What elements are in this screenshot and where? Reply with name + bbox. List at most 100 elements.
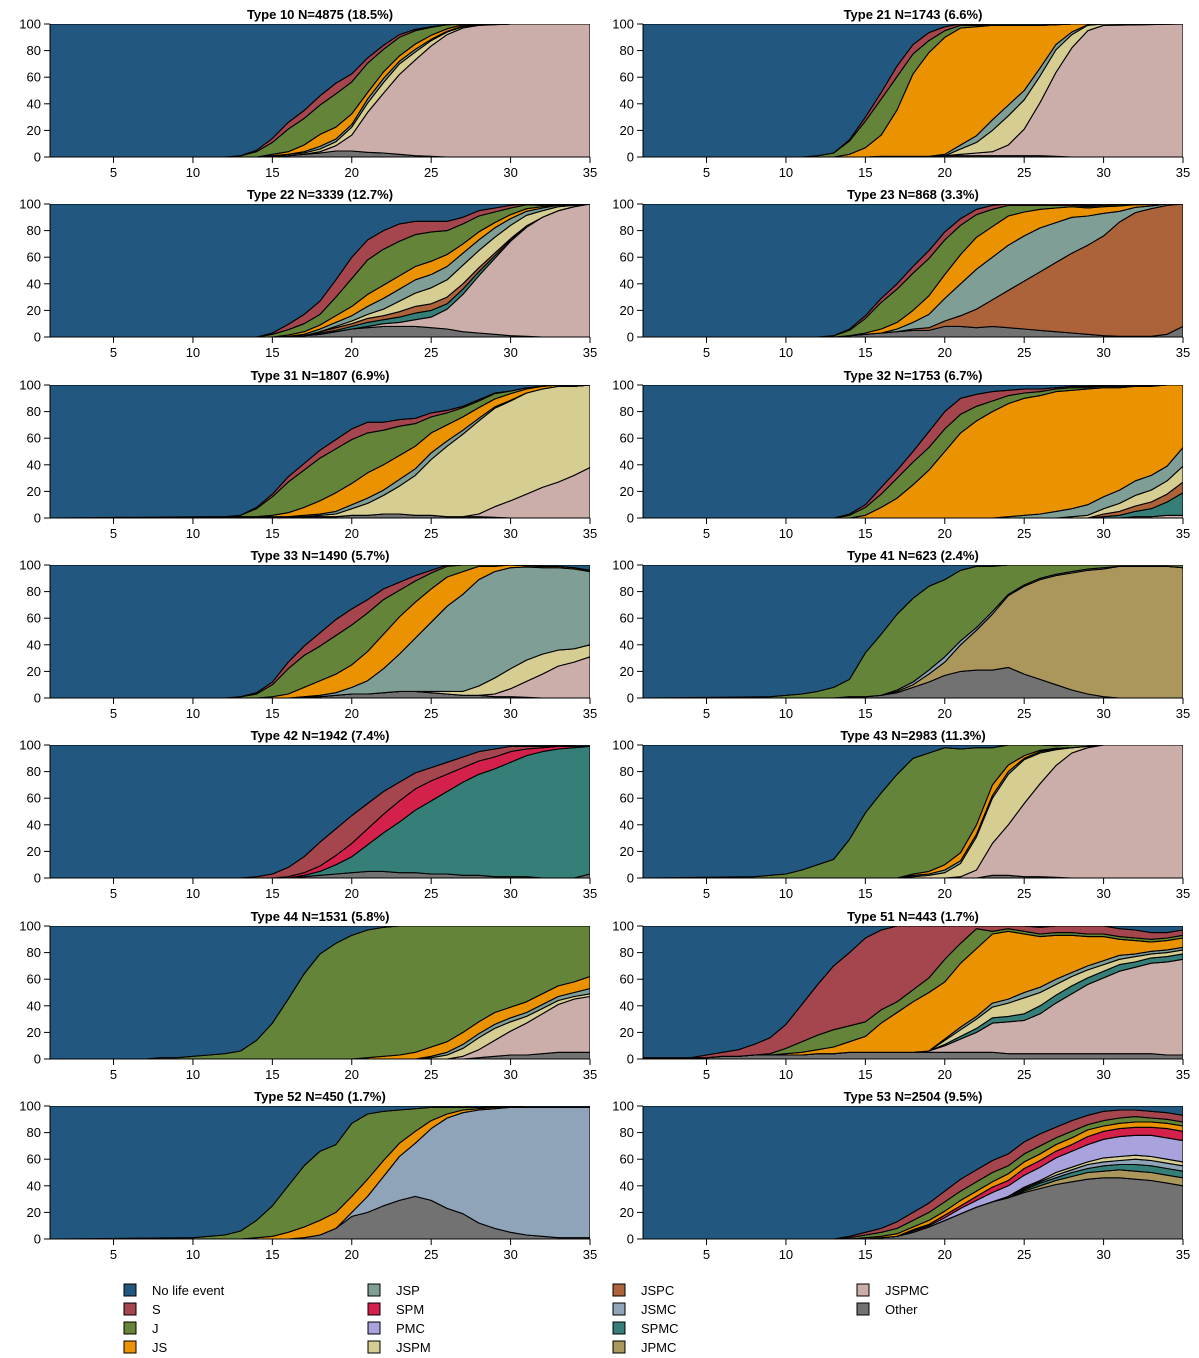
y-tick-label: 40	[27, 637, 41, 652]
x-tick-label: 20	[938, 526, 952, 541]
y-tick-label: 40	[27, 1178, 41, 1193]
x-tick-label: 35	[1176, 1247, 1190, 1262]
area-layers	[50, 385, 590, 518]
x-tick-label: 15	[858, 345, 872, 360]
y-tick-label: 60	[27, 250, 41, 265]
x-tick-label: 25	[1017, 165, 1031, 180]
panel-title: Type 22 N=3339 (12.7%)	[247, 187, 393, 202]
y-tick-label: 20	[620, 123, 634, 138]
y-tick-label: 40	[620, 637, 634, 652]
legend-item: JPMC	[612, 1340, 676, 1355]
x-tick-label: 5	[110, 165, 117, 180]
legend-swatch	[612, 1302, 626, 1316]
x-tick-label: 15	[858, 526, 872, 541]
x-tick-label: 30	[1096, 165, 1110, 180]
x-tick-label: 25	[1017, 1247, 1031, 1262]
legend-swatch	[612, 1340, 626, 1354]
x-tick-label: 5	[110, 706, 117, 721]
x-tick-label: 20	[345, 1247, 359, 1262]
x-tick-label: 15	[858, 165, 872, 180]
legend-item: JSMC	[612, 1302, 676, 1317]
panel-title: Type 21 N=1743 (6.6%)	[844, 7, 983, 22]
y-tick-label: 40	[27, 457, 41, 472]
y-tick-label: 20	[27, 484, 41, 499]
x-tick-label: 5	[703, 165, 710, 180]
y-tick-label: 100	[612, 197, 634, 212]
y-tick-label: 0	[627, 150, 634, 165]
x-tick-label: 10	[779, 165, 793, 180]
y-tick-label: 80	[27, 223, 41, 238]
x-tick-label: 10	[186, 165, 200, 180]
y-tick-label: 0	[627, 511, 634, 526]
area-layers	[50, 745, 590, 878]
legend-label: No life event	[152, 1283, 225, 1298]
y-tick-label: 100	[19, 558, 41, 573]
y-tick-label: 80	[27, 764, 41, 779]
y-tick-label: 20	[27, 664, 41, 679]
area-series	[50, 1106, 590, 1239]
x-tick-label: 20	[938, 165, 952, 180]
x-tick-label: 5	[703, 886, 710, 901]
chart-panel: 0 20 40 60 80 100 5 10 15 20 25 30 35 Type 52 N=450 (…	[19, 1089, 597, 1262]
panel-title: Type 44 N=1531 (5.8%)	[251, 909, 390, 924]
legend-label: PMC	[396, 1321, 425, 1336]
area-series	[50, 745, 590, 878]
y-tick-label: 20	[27, 1205, 41, 1220]
legend-label: JSMC	[641, 1302, 676, 1317]
x-tick-label: 20	[938, 1247, 952, 1262]
y-tick-label: 20	[620, 1205, 634, 1220]
area-layers	[643, 565, 1183, 698]
x-tick-label: 10	[186, 345, 200, 360]
y-tick-label: 100	[612, 919, 634, 934]
legend-swatch	[123, 1283, 137, 1297]
x-tick-label: 10	[186, 526, 200, 541]
x-tick-label: 30	[1096, 706, 1110, 721]
y-tick-label: 60	[620, 972, 634, 987]
x-tick-label: 30	[503, 706, 517, 721]
y-tick-label: 80	[620, 764, 634, 779]
chart-panel: 0 20 40 60 80 100 5 10 15 20 25 30 35 Type 22 N=3339 …	[19, 187, 597, 360]
legend-swatch	[367, 1321, 381, 1335]
y-tick-label: 0	[34, 1052, 41, 1067]
x-tick-label: 15	[265, 1247, 279, 1262]
y-tick-label: 40	[620, 457, 634, 472]
y-tick-label: 60	[27, 791, 41, 806]
x-tick-label: 10	[186, 1067, 200, 1082]
area-layers	[643, 1106, 1183, 1239]
x-tick-label: 10	[779, 886, 793, 901]
y-tick-label: 60	[620, 611, 634, 626]
chart-panel: 0 20 40 60 80 100 5 10 15 20 25 30 35 Type 33 N=1490 …	[19, 548, 597, 721]
legend-item: JSPM	[367, 1340, 431, 1355]
y-tick-label: 40	[27, 998, 41, 1013]
y-tick-label: 60	[27, 611, 41, 626]
chart-panel: 0 20 40 60 80 100 5 10 15 20 25 30 35 Type 43 N=2983 …	[612, 728, 1190, 901]
y-tick-label: 60	[27, 70, 41, 85]
area-series	[50, 24, 590, 157]
x-tick-label: 5	[703, 1067, 710, 1082]
x-tick-label: 15	[265, 1067, 279, 1082]
area-series	[50, 204, 590, 337]
x-tick-label: 10	[779, 345, 793, 360]
legend-swatch	[856, 1302, 870, 1316]
x-tick-label: 20	[938, 706, 952, 721]
legend-swatch	[856, 1283, 870, 1297]
legend-label: SPMC	[641, 1321, 679, 1336]
x-tick-label: 5	[703, 526, 710, 541]
area-layers	[50, 926, 590, 1059]
y-tick-label: 20	[620, 1025, 634, 1040]
x-tick-label: 5	[110, 1067, 117, 1082]
x-tick-label: 35	[1176, 345, 1190, 360]
legend-swatch	[367, 1340, 381, 1354]
x-tick-label: 25	[424, 1067, 438, 1082]
x-tick-label: 10	[186, 706, 200, 721]
y-tick-label: 100	[19, 919, 41, 934]
x-tick-label: 35	[1176, 165, 1190, 180]
y-tick-label: 40	[620, 1178, 634, 1193]
y-tick-label: 60	[620, 1152, 634, 1167]
y-tick-label: 80	[620, 1125, 634, 1140]
x-tick-label: 15	[858, 1247, 872, 1262]
area-series	[50, 926, 590, 1059]
x-tick-label: 15	[265, 526, 279, 541]
x-tick-label: 15	[265, 165, 279, 180]
x-tick-label: 35	[583, 526, 597, 541]
